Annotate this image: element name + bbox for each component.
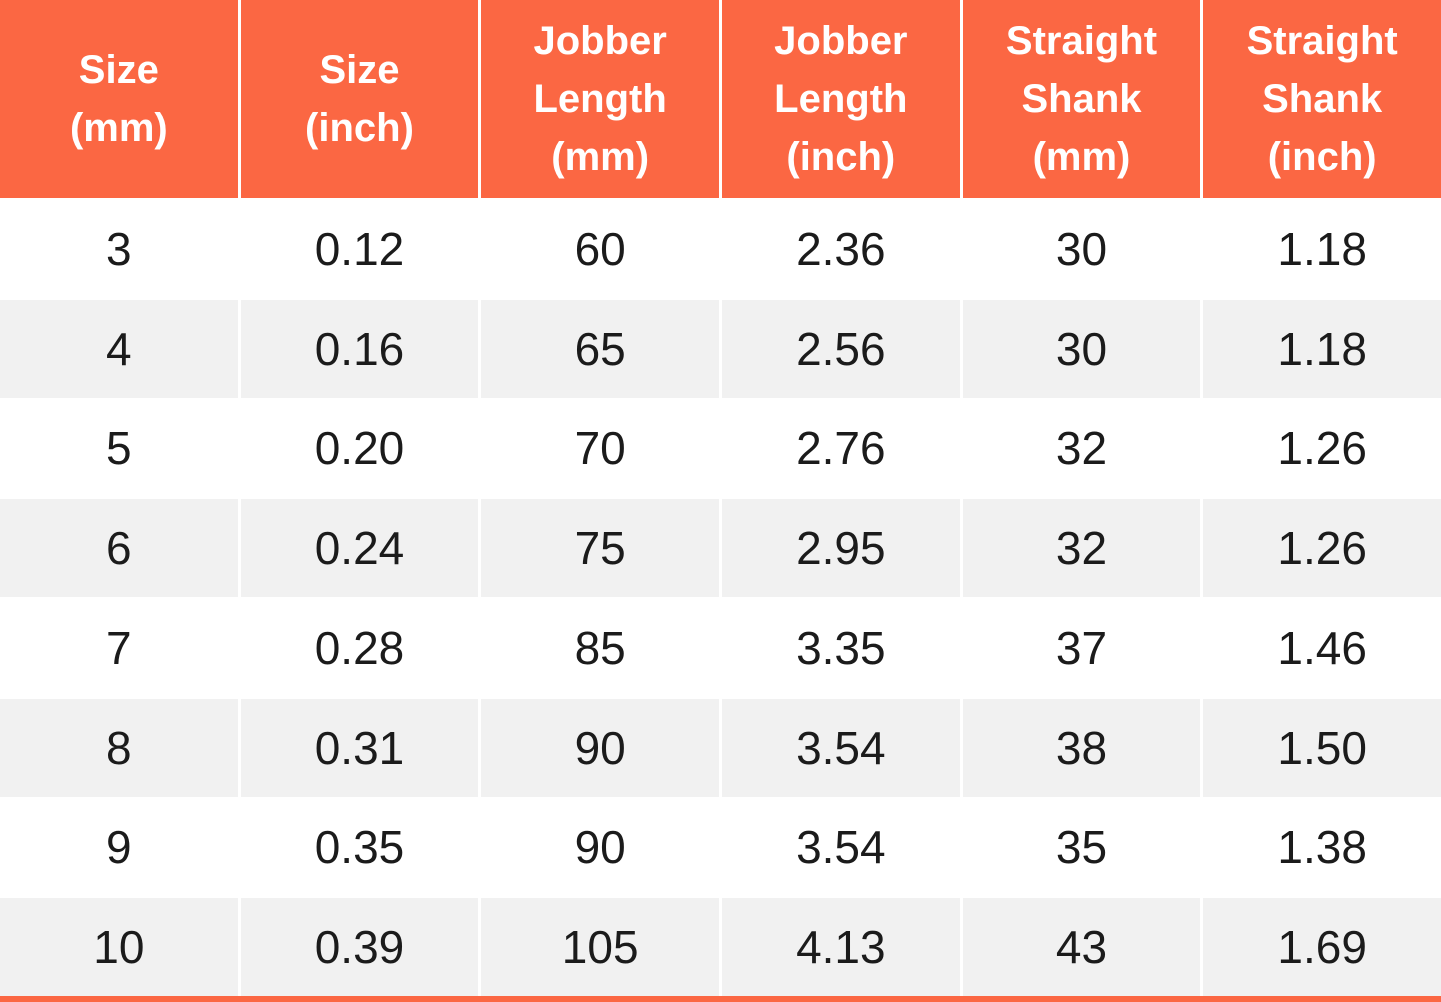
table-header-row: Size (mm) Size (inch) Jobber Length (mm)… [0,0,1441,198]
table-cell: 1.46 [1203,599,1441,697]
table-cell: 9 [0,798,238,897]
table-bottom-border [0,996,1441,1002]
table-cell: 0.28 [240,599,479,697]
table-cell: 0.24 [240,499,479,597]
column-header-jobber-length-mm: Jobber Length (mm) [481,0,719,198]
table-cell: 35 [962,798,1201,897]
table-cell: 60 [481,200,719,298]
table-cell: 2.76 [722,399,960,498]
table-cell: 0.35 [240,798,479,897]
table-cell: 2.36 [722,200,960,298]
table-cell: 2.56 [722,299,960,398]
table-cell: 1.26 [1203,499,1441,597]
table-cell: 3.54 [722,698,960,797]
column-header-jobber-length-inch: Jobber Length (inch) [722,0,960,198]
table-cell: 0.39 [240,898,479,996]
column-header-straight-shank-mm: Straight Shank (mm) [962,0,1201,198]
table-cell: 1.18 [1203,299,1441,398]
table-cell: 70 [481,399,719,498]
table-cell: 8 [0,698,238,797]
table-cell: 105 [481,898,719,996]
table-cell: 10 [0,898,238,996]
table-cell: 75 [481,499,719,597]
table-cell: 2.95 [722,499,960,597]
table-cell: 38 [962,698,1201,797]
table-cell: 3 [0,200,238,298]
table-cell: 4 [0,299,238,398]
table-cell: 0.12 [240,200,479,298]
table-cell: 1.50 [1203,698,1441,797]
column-header-size-inch: Size (inch) [240,0,479,198]
table-body: 3 0.12 60 2.36 30 1.18 4 0.16 65 2.56 30 1.18 5 0.20 7… [0,198,1441,996]
table-cell: 90 [481,798,719,897]
column-header-straight-shank-inch: Straight Shank (inch) [1203,0,1441,198]
table-cell: 30 [962,200,1201,298]
table-cell: 5 [0,399,238,498]
table-cell: 0.16 [240,299,479,398]
table-cell: 1.38 [1203,798,1441,897]
table-cell: 1.26 [1203,399,1441,498]
table-cell: 0.20 [240,399,479,498]
table-cell: 0.31 [240,698,479,797]
table-cell: 7 [0,599,238,697]
table-cell: 65 [481,299,719,398]
table-cell: 30 [962,299,1201,398]
table-cell: 32 [962,499,1201,597]
table-cell: 37 [962,599,1201,697]
column-header-size-mm: Size (mm) [0,0,238,198]
table-cell: 90 [481,698,719,797]
table-cell: 3.35 [722,599,960,697]
table-cell: 85 [481,599,719,697]
table-cell: 4.13 [722,898,960,996]
table-cell: 43 [962,898,1201,996]
table-cell: 3.54 [722,798,960,897]
table-cell: 32 [962,399,1201,498]
table-cell: 1.69 [1203,898,1441,996]
table-cell: 1.18 [1203,200,1441,298]
table-cell: 6 [0,499,238,597]
